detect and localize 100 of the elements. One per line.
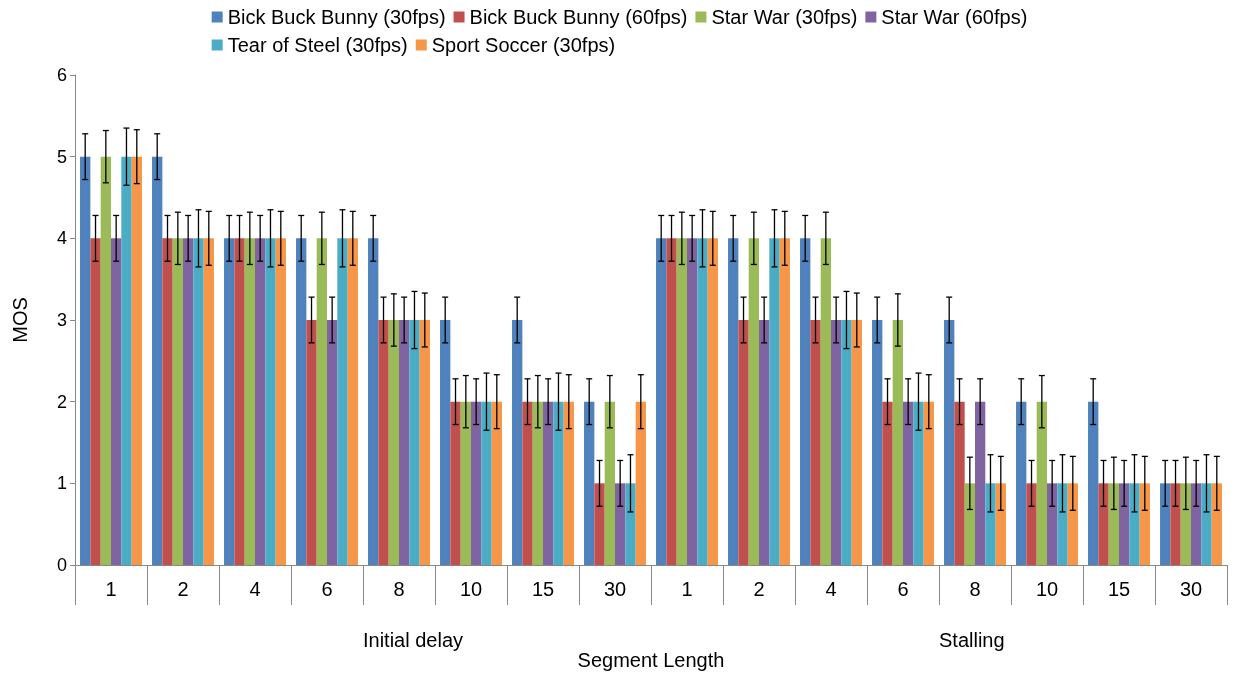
bar [1201,483,1212,565]
bar [954,401,965,565]
bar [1047,483,1058,565]
x-axis-title: Segment Length [577,649,725,671]
x-tick-label: 15 [531,578,555,600]
x-tick-label: 8 [393,578,405,600]
bar [697,238,708,565]
bar [481,401,492,565]
bar [892,320,903,565]
bar [944,320,955,565]
bar [635,401,646,565]
bar [995,483,1006,565]
x-tick-label: 6 [321,578,333,600]
bar [419,320,430,565]
x-tick-label: 6 [897,578,909,600]
bar [800,238,811,565]
bar [224,238,235,565]
bar [491,401,502,565]
x-tick-label: 10 [459,578,483,600]
bar [666,238,677,565]
bar [275,238,286,565]
bar [903,401,914,565]
y-tick-label: 6 [56,65,67,85]
x-tick-label: 4 [825,578,837,600]
bar [810,320,821,565]
bar [882,401,893,565]
legend-label: Tear of Steel (30fps) [227,34,408,56]
bar [234,238,245,565]
bar [460,401,471,565]
legend-label: Bick Buck Bunny (60fps) [469,6,688,28]
bar [347,238,358,565]
x-tick-label: 1 [681,578,693,600]
x-tick-label: 2 [753,578,765,600]
legend-label: Star War (60fps) [881,6,1028,28]
bar [1139,483,1150,565]
bar [913,401,924,565]
bar [1057,483,1068,565]
y-tick-label: 0 [56,555,67,575]
bar [1119,483,1130,565]
bar [748,238,759,565]
bar [327,320,338,565]
bar [769,238,780,565]
bar [1129,483,1140,565]
bar [399,320,410,565]
text: Stalling [938,629,1005,651]
bar [193,238,204,565]
x-tick-label: 30 [603,578,627,600]
bar [111,238,122,565]
bar [1160,483,1171,565]
bar [563,401,574,565]
bar [831,320,842,565]
x-tick-label: 2 [177,578,189,600]
legend-label: Bick Buck Bunny (30fps) [227,6,446,28]
text: Initial delay [363,629,464,651]
bar [625,483,636,565]
bar [522,401,533,565]
legend-label: Star War (30fps) [711,6,858,28]
bar [100,156,111,565]
x-tick-label: 1 [105,578,117,600]
bar [471,401,482,565]
bar [90,238,101,565]
bar [604,401,615,565]
bar [337,238,348,565]
bar [296,238,307,565]
x-tick-label: 10 [1035,578,1059,600]
bar [923,401,934,565]
bar [779,238,790,565]
bar [378,320,389,565]
bar [316,238,327,565]
bar [841,320,852,565]
bar [872,320,883,565]
bar [255,238,266,565]
bar [388,320,399,565]
y-tick-label: 2 [56,391,67,412]
bar [1016,401,1027,565]
bar [707,238,718,565]
bar [1026,483,1037,565]
bar [964,483,975,565]
bar [1098,483,1109,565]
bar [975,401,986,565]
bar [728,238,739,565]
bar [265,238,276,565]
bar [172,238,183,565]
bar [1191,483,1202,565]
y-tick-label: 3 [56,310,67,330]
bar [759,320,770,565]
y-tick-label: 5 [56,146,67,167]
bar [244,238,255,565]
bar [121,156,132,565]
bar [162,238,173,565]
x-tick-label: 30 [1179,578,1203,600]
bar [1180,483,1191,565]
y-tick-label: 1 [56,473,67,494]
bar [440,320,451,565]
bar [203,238,214,565]
bar [820,238,831,565]
bar [1211,483,1222,565]
bar [543,401,554,565]
bar [1088,401,1099,565]
bar [553,401,564,565]
